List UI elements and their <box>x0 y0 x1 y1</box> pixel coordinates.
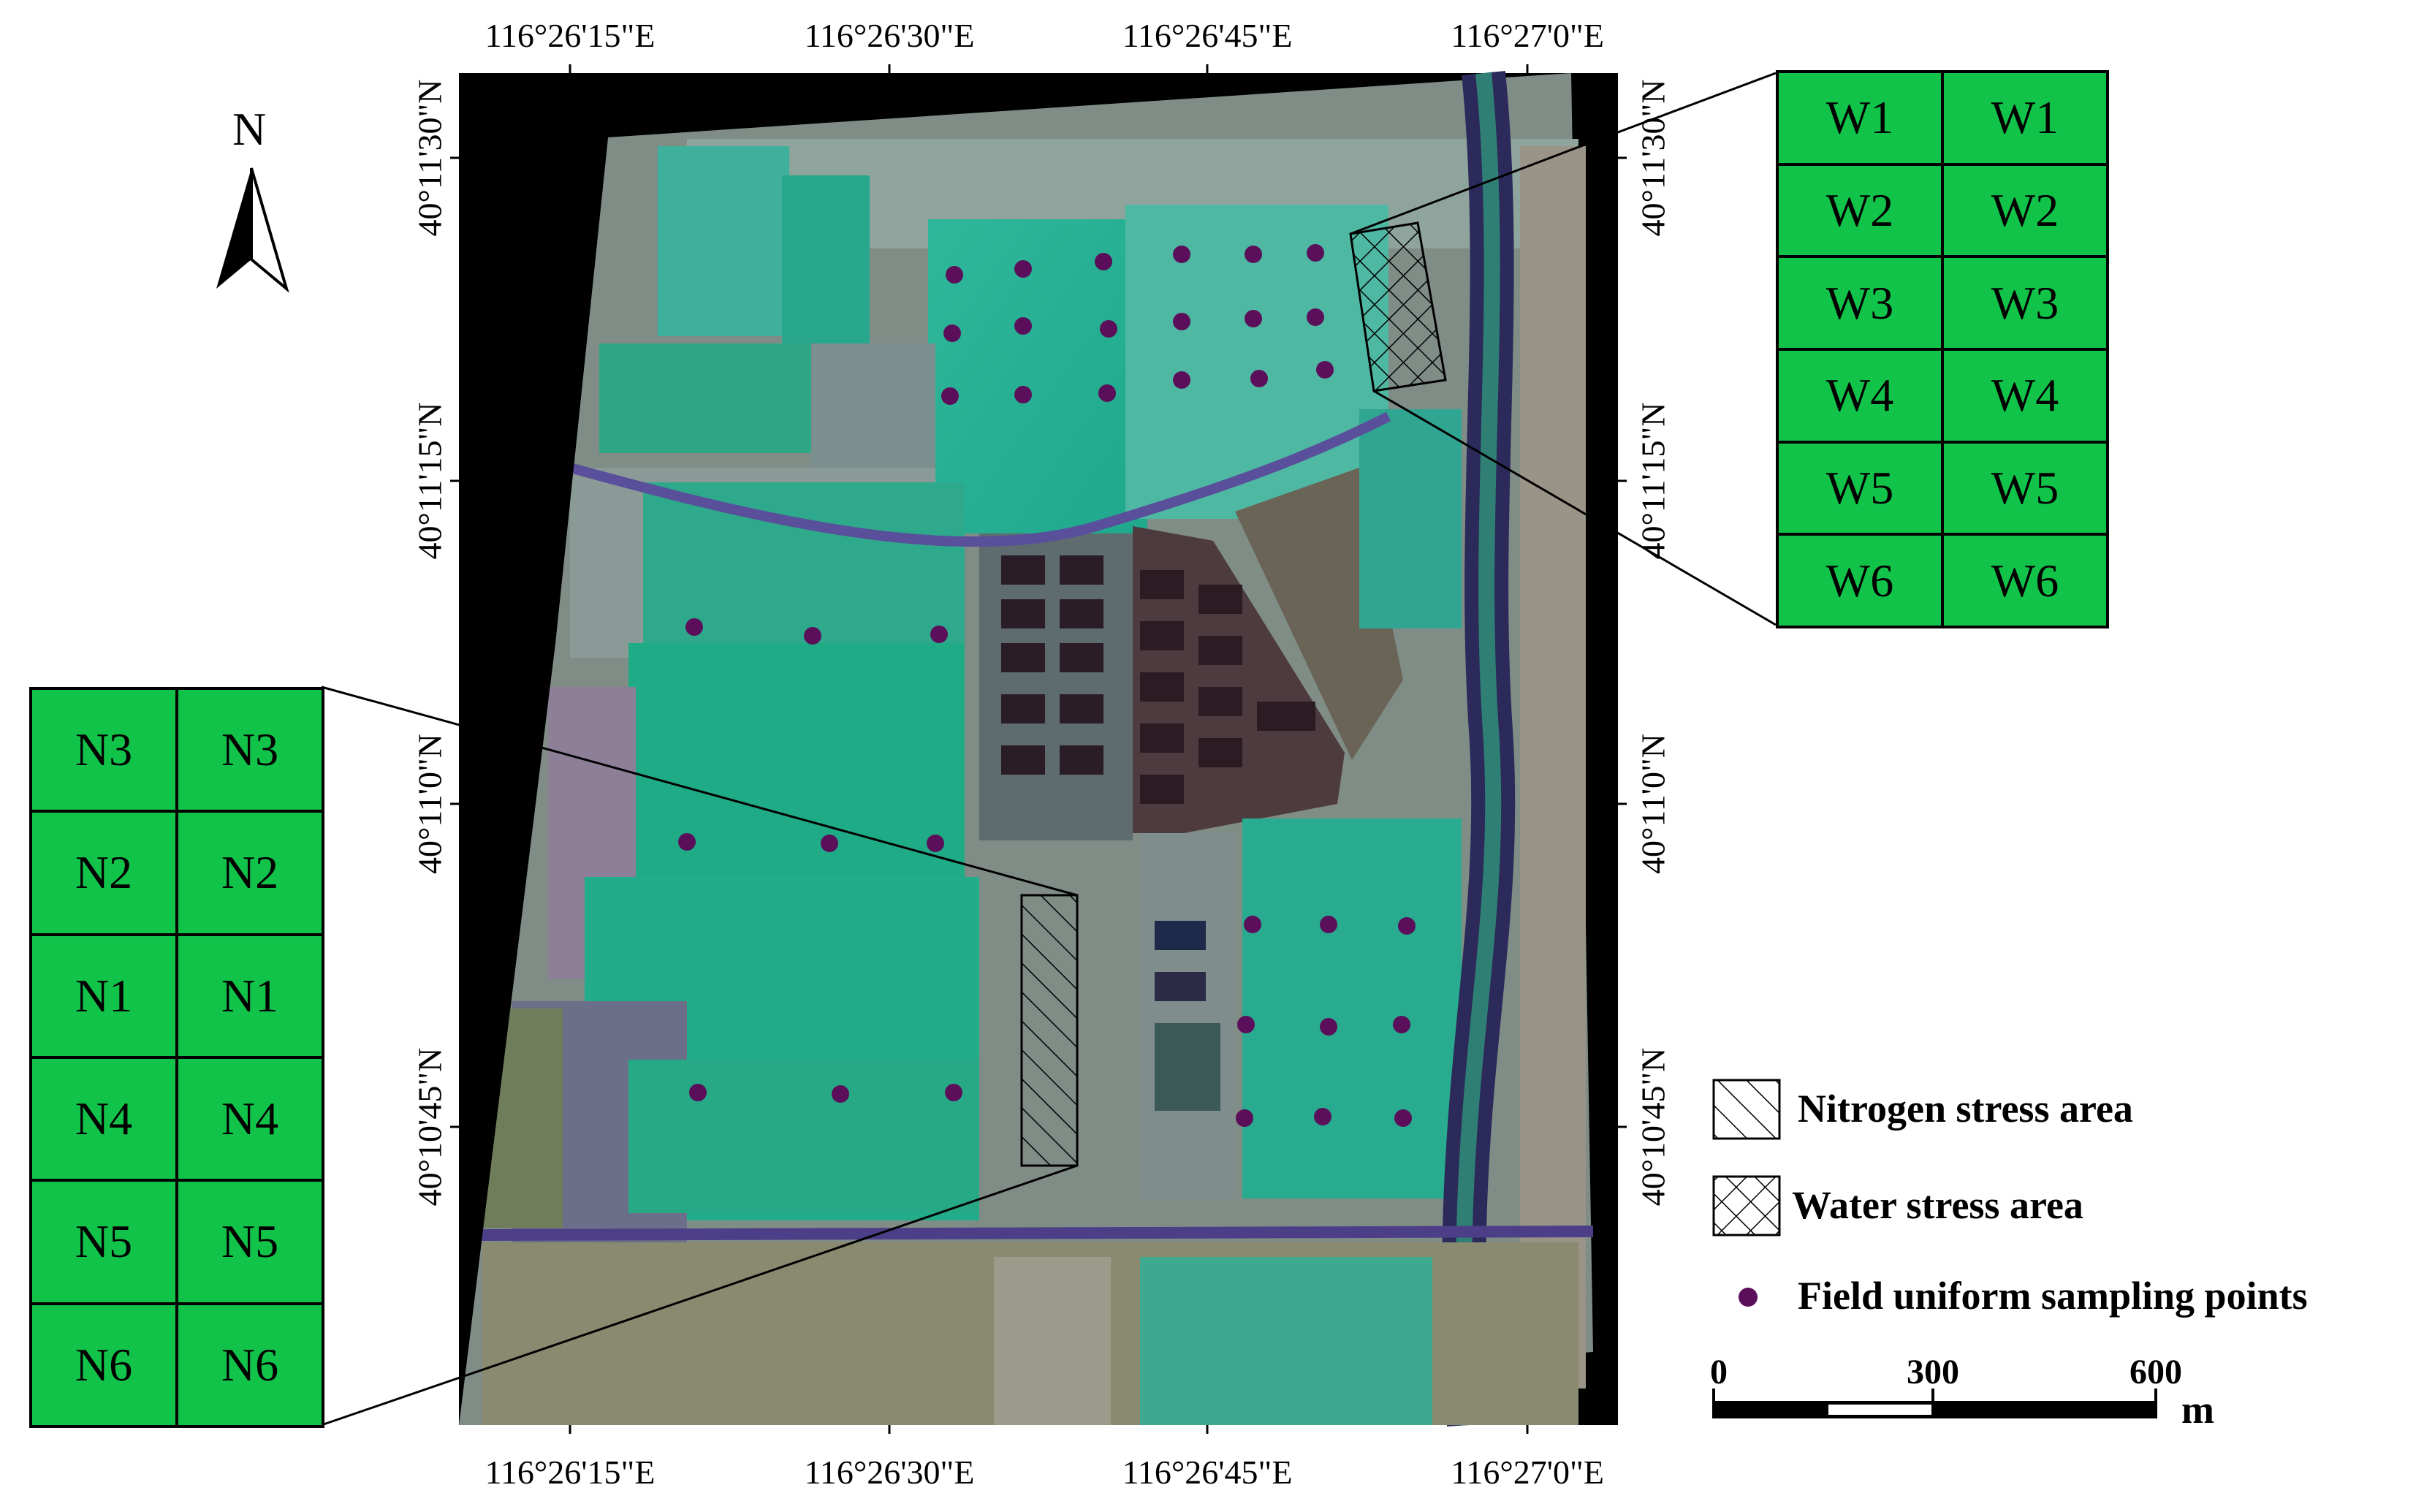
sampling-point <box>1307 244 1324 262</box>
nitrogen-plot-grid: N3 N3 N2 N2 N1 N1 N4 N4 N5 N5 N6 N6 <box>29 687 324 1428</box>
water-stress-area <box>1349 221 1447 392</box>
satellite-image <box>459 71 1594 1426</box>
top-lon-label: 116°26'30"E <box>804 17 975 54</box>
sampling-point <box>804 627 821 645</box>
sampling-point <box>821 835 838 852</box>
plot-cell: W5 <box>1779 443 1941 533</box>
plot-cell: N5 <box>32 1182 175 1302</box>
bottom-lon-label: 116°27'0"E <box>1451 1454 1604 1491</box>
north-arrow-icon <box>216 167 289 293</box>
sampling-point <box>1316 361 1334 379</box>
sampling-point <box>1244 916 1261 933</box>
bottom-lon-label: 116°26'15"E <box>485 1454 656 1491</box>
scale-label-0: 0 <box>1710 1353 1728 1391</box>
sampling-point <box>1173 313 1190 330</box>
right-lat-label: 40°11'0"N <box>1634 734 1672 874</box>
plot-cell: N5 <box>178 1182 322 1302</box>
legend-point-swatch <box>1739 1288 1758 1307</box>
sampling-point <box>1398 917 1416 935</box>
scale-bar <box>1712 1388 2157 1418</box>
left-lat-label: 40°11'0"N <box>411 734 449 874</box>
sampling-points <box>678 244 1416 1127</box>
sampling-point <box>1245 310 1262 327</box>
connector-lines <box>321 72 1777 1426</box>
plot-cell: W2 <box>1944 165 2106 256</box>
sampling-point <box>1320 1018 1337 1036</box>
sampling-point <box>1394 1109 1412 1127</box>
sampling-point <box>1245 246 1262 263</box>
bottom-lon-label: 116°26'45"E <box>1122 1454 1293 1491</box>
plot-cell: W6 <box>1944 536 2106 626</box>
sampling-point <box>1098 384 1116 402</box>
sampling-point <box>1307 308 1324 326</box>
plot-cell: W5 <box>1944 443 2106 533</box>
scale-unit: m <box>2181 1388 2214 1432</box>
scale-label-600: 600 <box>2129 1353 2182 1391</box>
legend-water-swatch <box>1712 1175 1781 1236</box>
sampling-point <box>1014 317 1032 335</box>
plot-cell: W6 <box>1779 536 1941 626</box>
sampling-point <box>689 1084 707 1101</box>
sampling-point <box>1250 370 1268 387</box>
legend-points-label: Field uniform sampling points <box>1798 1274 2308 1318</box>
scale-label-300: 300 <box>1907 1353 1959 1391</box>
plot-cell: W4 <box>1779 350 1941 441</box>
sampling-point <box>1014 386 1032 403</box>
sampling-point <box>1314 1108 1331 1125</box>
right-lat-label: 40°11'30"N <box>1634 79 1672 237</box>
legend-nitrogen-swatch <box>1712 1079 1781 1140</box>
plot-cell: N6 <box>32 1304 175 1425</box>
sampling-point <box>1393 1016 1410 1033</box>
sampling-point <box>1095 253 1112 270</box>
plot-cell: N1 <box>178 935 322 1056</box>
sampling-point <box>927 835 944 852</box>
plot-cell: N3 <box>32 690 175 810</box>
top-lon-label: 116°26'45"E <box>1122 17 1293 54</box>
plot-cell: W3 <box>1779 258 1941 348</box>
plot-cell: W1 <box>1779 73 1941 163</box>
plot-cell: N4 <box>178 1058 322 1179</box>
water-plot-grid: W1 W1 W2 W2 W3 W3 W4 W4 W5 W5 W6 W6 <box>1776 70 2109 628</box>
nitrogen-stress-area <box>1020 894 1079 1167</box>
right-lat-label: 40°11'15"N <box>1634 402 1672 560</box>
sampling-point <box>1236 1109 1253 1127</box>
sampling-point <box>678 833 696 851</box>
left-lat-label: 40°10'45"N <box>411 1047 449 1207</box>
sampling-point <box>685 618 703 636</box>
legend-water-label: Water stress area <box>1792 1183 2083 1227</box>
plot-cell: N2 <box>32 813 175 933</box>
right-lat-label: 40°10'45"N <box>1634 1047 1672 1207</box>
sampling-point <box>1014 260 1032 278</box>
plot-cell: N1 <box>32 935 175 1056</box>
top-lon-label: 116°27'0"E <box>1451 17 1604 54</box>
left-lat-label: 40°11'15"N <box>411 402 449 560</box>
sampling-point <box>941 387 959 405</box>
plot-cell: W2 <box>1779 165 1941 256</box>
north-label: N <box>232 103 267 155</box>
sampling-point <box>945 1084 962 1101</box>
plot-cell: W3 <box>1944 258 2106 348</box>
sampling-point <box>1100 320 1117 338</box>
sampling-point <box>832 1085 849 1103</box>
sampling-point <box>1237 1016 1255 1033</box>
legend-nitrogen-label: Nitrogen stress area <box>1798 1087 2133 1131</box>
plot-cell: N2 <box>178 813 322 933</box>
left-lat-label: 40°11'30"N <box>411 79 449 237</box>
plot-cell: W1 <box>1944 73 2106 163</box>
plot-cell: N4 <box>32 1058 175 1179</box>
sampling-point <box>1320 916 1337 933</box>
plot-cell: N6 <box>178 1304 322 1425</box>
top-lon-label: 116°26'15"E <box>485 17 656 54</box>
sampling-point <box>930 626 948 643</box>
sampling-point <box>946 266 963 284</box>
plot-cell: W4 <box>1944 350 2106 441</box>
sampling-point <box>943 324 961 342</box>
bottom-lon-label: 116°26'30"E <box>804 1454 975 1491</box>
sampling-point <box>1173 246 1190 263</box>
plot-cell: N3 <box>178 690 322 810</box>
sampling-point <box>1173 371 1190 389</box>
